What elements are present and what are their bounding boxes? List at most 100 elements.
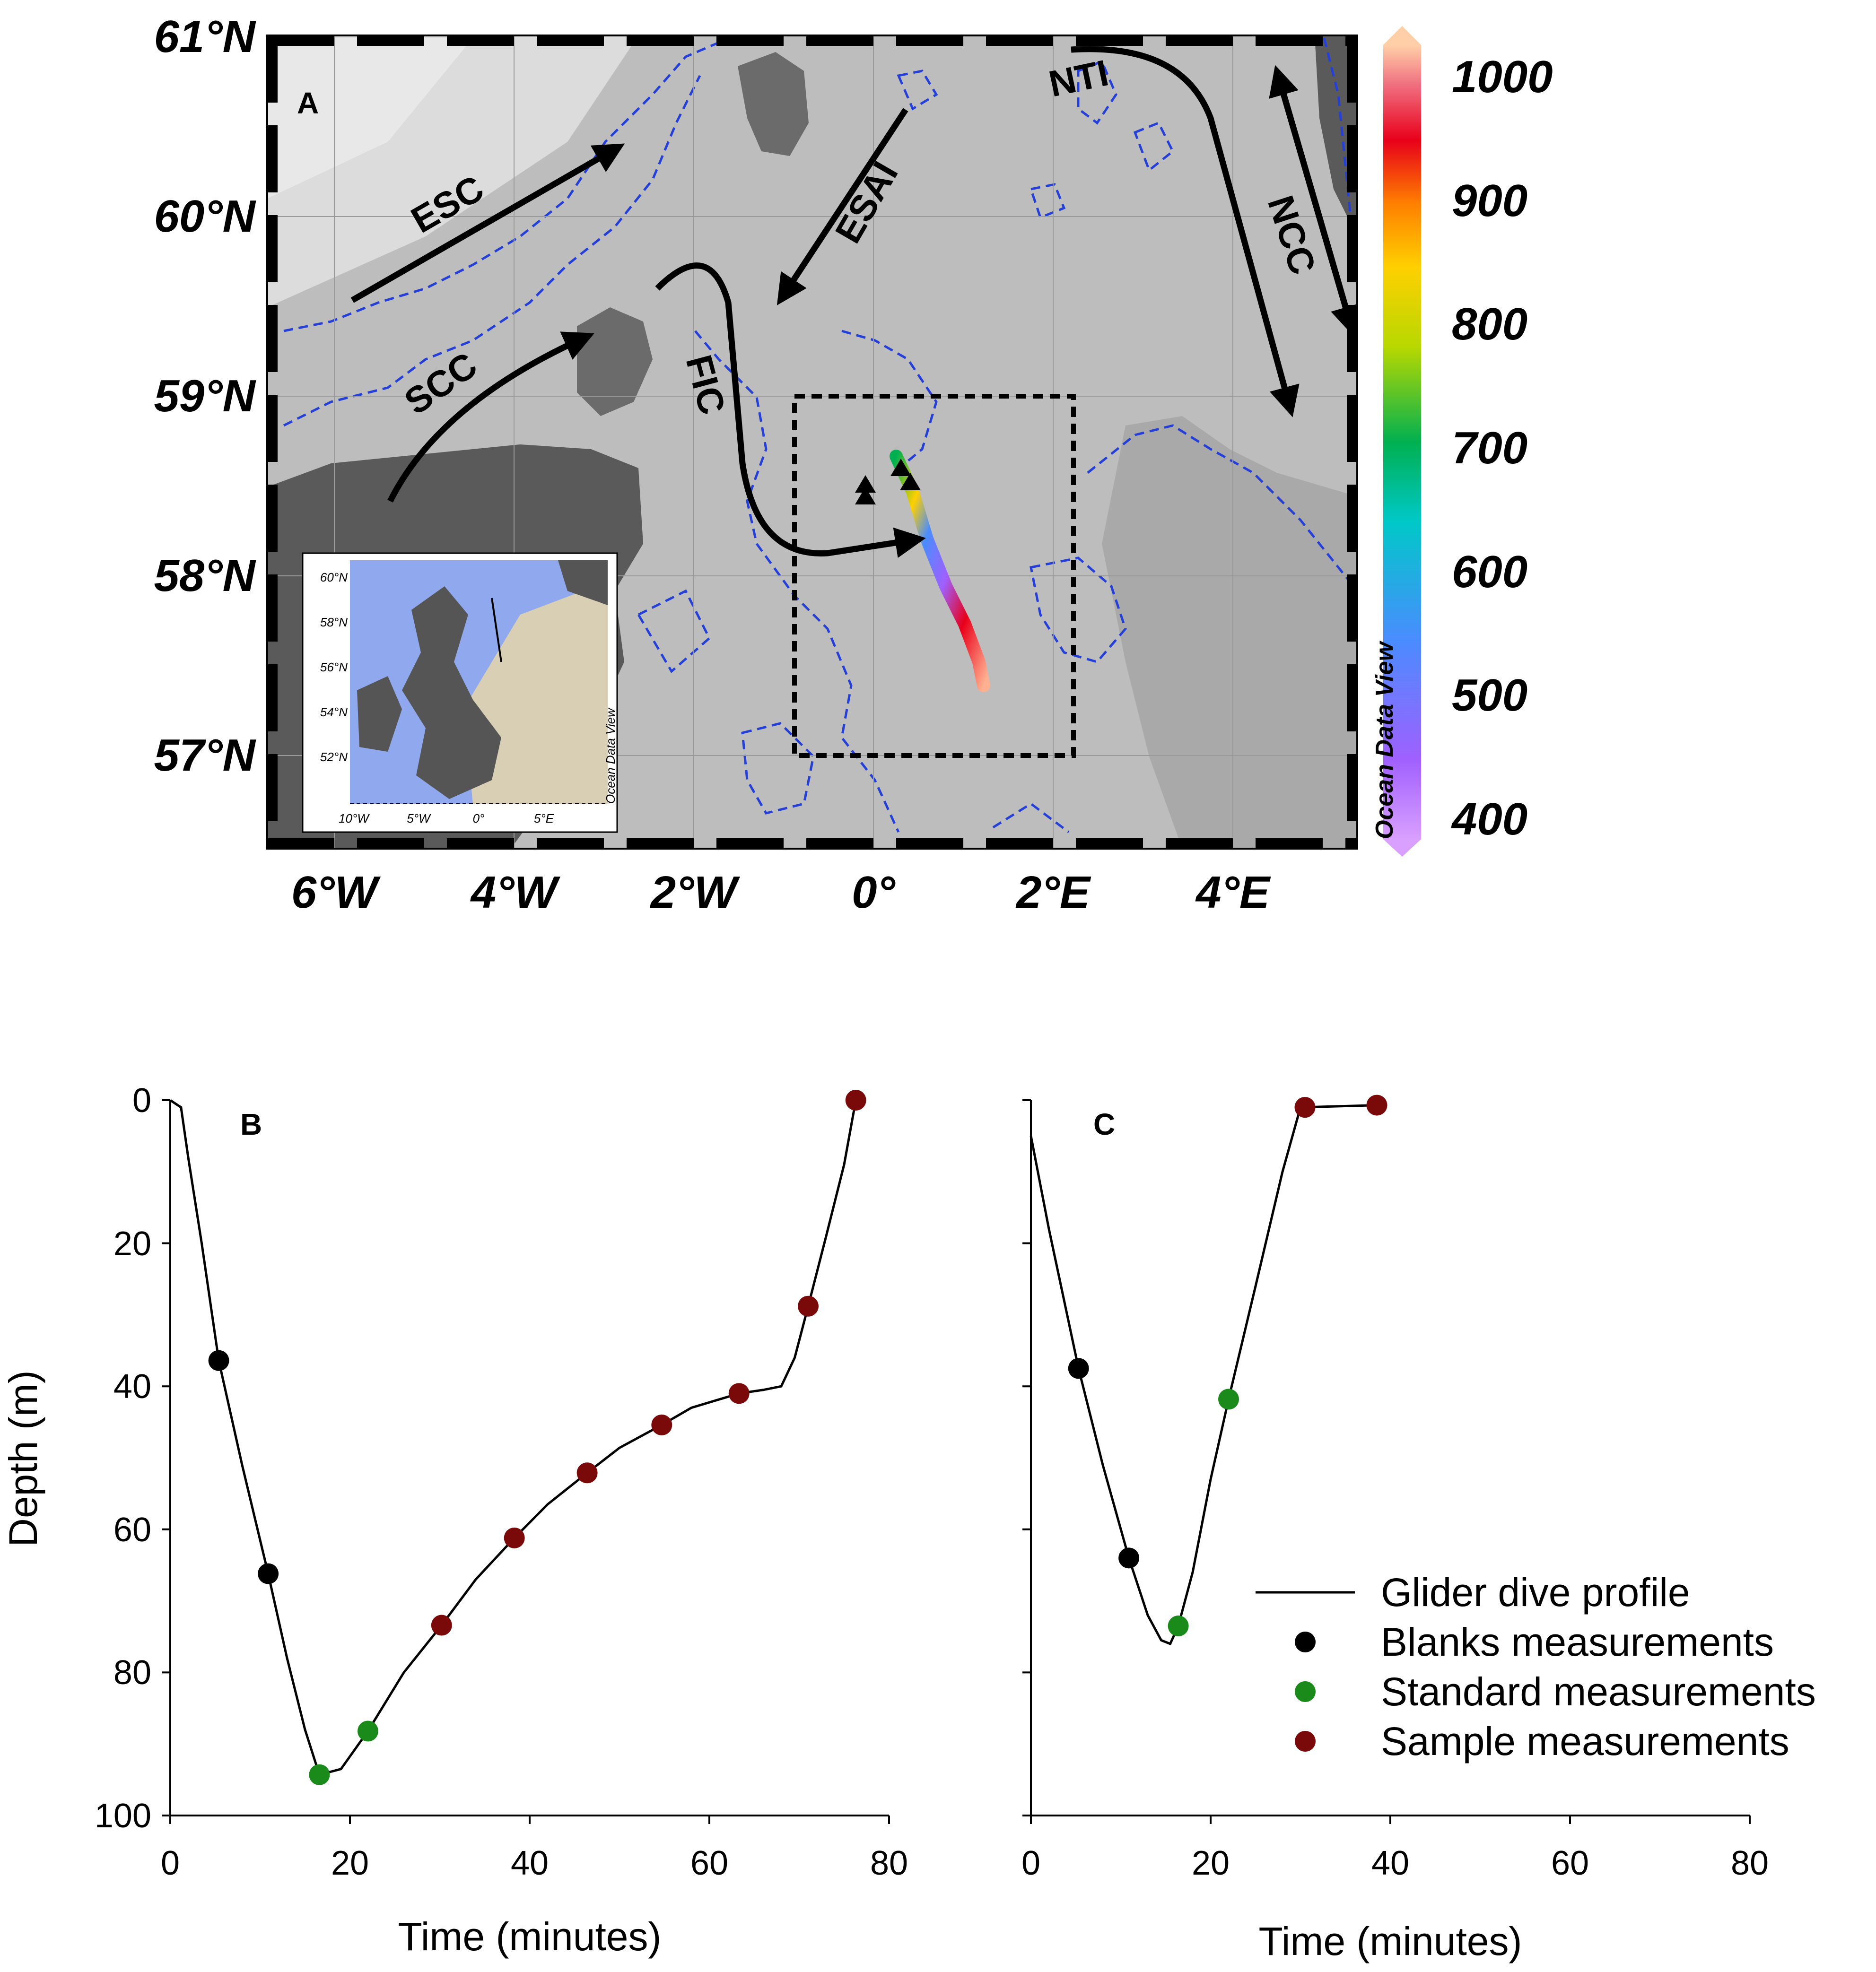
data-point-sample-measurements (798, 1295, 819, 1317)
legend-label: Blanks measurements (1381, 1620, 1774, 1664)
y-tick-label: 100 (95, 1797, 151, 1835)
inset-lat-label: 52°N (320, 750, 348, 764)
colorbar-credit: Ocean Data View (1371, 640, 1398, 839)
lon-label-2e: 2°E (1015, 867, 1091, 918)
data-point-blanks-measurements (208, 1350, 229, 1371)
arrow-ncc-b (1274, 70, 1357, 337)
inset-lon-label: 0° (473, 811, 485, 825)
chart-panel-b: 0 20 40 60 80 100 0 20 40 60 80 Time (mi… (1, 1082, 908, 1959)
inset-lon-label: 10°W (339, 811, 370, 825)
panel-label-a: A (297, 86, 319, 120)
inset-map: 60°N 58°N 56°N 54°N 52°N 10°W 5°W 0° 5°E… (302, 552, 618, 833)
arrow-fic (655, 262, 926, 558)
panel-label-c: C (1093, 1107, 1115, 1141)
legend-label: Glider dive profile (1381, 1570, 1690, 1615)
lon-label-2w: 2°W (650, 867, 741, 918)
y-tick-label: 60 (113, 1511, 151, 1549)
legend-label: Standard measurements (1381, 1669, 1816, 1714)
inset-lat-label: 58°N (320, 615, 348, 629)
data-point-blanks-measurements (1068, 1358, 1089, 1379)
data-point-sample-measurements (1366, 1095, 1387, 1116)
lat-label-57n: 57°N (154, 730, 256, 781)
data-point-sample-measurements (651, 1414, 672, 1435)
chart-panel-c: 0 20 40 60 80 Time (minutes) C (1021, 1095, 1769, 1963)
map-scale-border (267, 35, 1357, 849)
lat-label-59n: 59°N (154, 371, 256, 421)
norway-shelf (1102, 416, 1357, 849)
colorbar-tick: 400 (1451, 794, 1527, 844)
colorbar-tick: 800 (1452, 299, 1527, 349)
y-tick-label: 40 (113, 1368, 151, 1406)
glider-track (890, 450, 990, 692)
colorbar-tick: 900 (1452, 175, 1527, 226)
axis-ticks (162, 1099, 890, 1824)
x-tick-label: 40 (1371, 1844, 1409, 1882)
mooring-marker (855, 487, 876, 504)
y-axis-title: Depth (m) (1, 1370, 45, 1546)
x-tick-label: 80 (1731, 1844, 1769, 1882)
x-tick-label: 40 (511, 1844, 549, 1882)
data-point-standard-measurements (1218, 1389, 1239, 1410)
arrow-scc (387, 331, 594, 503)
data-point-sample-measurements (1294, 1097, 1316, 1118)
lat-label-58n: 58°N (154, 550, 256, 601)
data-point-sample-measurements (728, 1383, 750, 1404)
x-tick-label: 20 (331, 1844, 369, 1882)
plot-area (169, 1090, 866, 1785)
x-axis-title: Time (minutes) (398, 1914, 662, 1959)
arrow-esc (350, 143, 625, 303)
colorbar-tick: 500 (1452, 670, 1527, 721)
inset-lat-label: 54°N (320, 705, 348, 719)
arrow-esai (777, 108, 908, 305)
lon-label-4w: 4°W (470, 867, 561, 918)
data-point-standard-measurements (358, 1720, 378, 1742)
x-axis-title: Time (minutes) (1259, 1919, 1522, 1963)
y-tick-label: 80 (113, 1654, 151, 1692)
x-tick-label: 20 (1192, 1844, 1230, 1882)
colorbar: 1000 900 800 700 600 500 400 Ocean Data … (1371, 26, 1553, 857)
lon-label-0: 0° (852, 867, 895, 918)
norway-land (1315, 35, 1357, 236)
y-tick-label: 20 (113, 1225, 151, 1263)
mooring-marker (855, 475, 876, 493)
inset-lat-label: 56°N (320, 660, 348, 674)
data-point-sample-measurements (431, 1615, 452, 1636)
current-arrows (350, 46, 1357, 558)
lon-label-6w: 6°W (291, 867, 381, 918)
mooring-marker (890, 459, 911, 476)
colorbar-tick: 600 (1452, 547, 1527, 597)
data-point-standard-measurements (1168, 1616, 1189, 1637)
legend-swatch-dot (1295, 1632, 1316, 1652)
inset-lon-label: 5°E (534, 811, 554, 825)
y-tick-label: 0 (132, 1082, 151, 1120)
inset-lat-label: 60°N (320, 570, 348, 584)
x-tick-label: 60 (690, 1844, 728, 1882)
panel-label-b: B (240, 1107, 262, 1141)
inset-lon-label: 5°W (407, 811, 431, 825)
lon-label-4e: 4°E (1195, 867, 1271, 918)
lat-label-61n: 61°N (154, 11, 256, 62)
data-point-sample-measurements (845, 1090, 866, 1111)
arrow-nti (1071, 46, 1300, 417)
lat-label-60n: 60°N (154, 191, 256, 242)
data-point-sample-measurements (504, 1527, 525, 1548)
shetland-land (738, 52, 809, 156)
x-tick-label: 80 (870, 1844, 908, 1882)
colorbar-scale (1383, 45, 1421, 839)
colorbar-tick: 1000 (1452, 52, 1553, 102)
legend-swatch-dot (1295, 1731, 1316, 1752)
orkney-land (577, 307, 653, 416)
legend-label: Sample measurements (1381, 1719, 1789, 1764)
study-area-box (792, 394, 1076, 758)
data-point-blanks-measurements (258, 1563, 279, 1584)
legend: Glider dive profile Blanks measurements … (1256, 1570, 1816, 1764)
x-tick-label: 0 (161, 1844, 180, 1882)
x-tick-label: 60 (1551, 1844, 1589, 1882)
data-point-sample-measurements (576, 1462, 598, 1484)
mooring-marker (900, 473, 921, 490)
series-line-glider-dive-profile (169, 1099, 857, 1776)
legend-swatch-dot (1295, 1681, 1316, 1702)
axis-ticks (1022, 1099, 1751, 1824)
data-point-blanks-measurements (1118, 1547, 1140, 1569)
colorbar-tick: 700 (1452, 423, 1527, 473)
